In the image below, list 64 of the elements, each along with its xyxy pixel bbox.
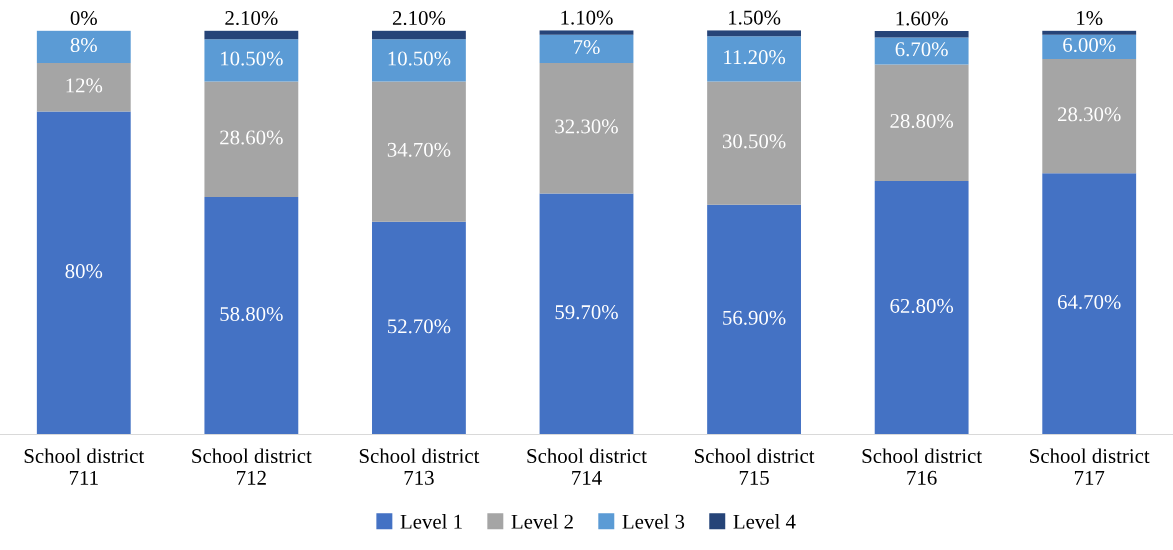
legend-label: Level 1	[400, 514, 462, 529]
data-label: 62.80%	[890, 298, 954, 313]
data-label: 28.30%	[1058, 107, 1121, 122]
data-label: 0%	[70, 10, 97, 26]
bar	[707, 36, 801, 82]
data-label: 7%	[573, 39, 600, 55]
data-label: 32.30%	[555, 119, 618, 134]
data-label: 52.70%	[388, 319, 451, 334]
x-tick-label: School district 715	[694, 448, 815, 485]
data-label: 2.10%	[225, 10, 278, 26]
data-label: 1.50%	[729, 10, 781, 25]
legend-label: Level 2	[511, 514, 573, 529]
data-label: 56.90%	[723, 310, 786, 325]
data-label: 1.60%	[896, 11, 948, 26]
data-label: 1.10%	[561, 10, 613, 25]
data-label: 6.70%	[895, 42, 948, 57]
x-tick-label: School district 712	[192, 448, 312, 485]
legend-label: Level 3	[622, 514, 685, 529]
bar	[204, 39, 299, 82]
data-label: 11.20%	[724, 50, 786, 65]
bar	[204, 30, 299, 40]
data-label: 1%	[1077, 10, 1103, 26]
bar	[539, 193, 634, 435]
bar	[874, 37, 969, 65]
bar	[874, 64, 969, 181]
data-label: 58.80%	[220, 306, 283, 322]
bar	[1042, 34, 1137, 59]
bar	[372, 221, 466, 435]
data-label: 80%	[65, 264, 103, 279]
data-label: 28.80%	[890, 113, 954, 129]
x-tick-label: School district 717	[1030, 448, 1150, 485]
bar	[1042, 30, 1137, 35]
data-label: 8%	[70, 37, 97, 53]
bar	[539, 34, 634, 63]
bar	[36, 62, 131, 112]
x-tick-label: School district 716	[862, 448, 982, 485]
bar	[36, 111, 131, 435]
data-label: 10.50%	[388, 51, 451, 66]
bar	[539, 62, 634, 194]
bar	[1042, 173, 1137, 435]
bar	[372, 39, 466, 82]
bar	[874, 180, 969, 435]
data-label: 2.10%	[392, 10, 446, 26]
data-label: 30.50%	[722, 134, 786, 149]
data-label: 6.00%	[1063, 37, 1116, 53]
data-label: 59.70%	[555, 305, 618, 320]
bar	[707, 204, 801, 435]
x-tick-label: School district 711	[24, 448, 145, 485]
data-label: 34.70%	[387, 142, 451, 157]
x-tick-label: School district 714	[527, 448, 647, 485]
bar	[204, 197, 299, 435]
bar	[204, 81, 299, 198]
bar	[1042, 58, 1137, 174]
data-label: 10.50%	[221, 51, 283, 66]
x-tick-label: School district 713	[359, 448, 480, 485]
data-label: 64.70%	[1058, 295, 1121, 310]
legend-label: Level 4	[733, 514, 796, 529]
bar	[874, 31, 969, 38]
data-label: 12%	[66, 78, 103, 93]
bar	[372, 30, 466, 40]
bar	[372, 81, 466, 222]
bar	[707, 81, 801, 205]
bar	[36, 30, 131, 63]
data-label: 28.60%	[220, 130, 283, 145]
